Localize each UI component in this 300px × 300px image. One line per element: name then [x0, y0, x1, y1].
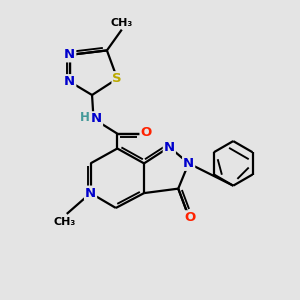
Text: O: O — [184, 211, 195, 224]
Text: N: N — [91, 112, 102, 125]
Text: S: S — [112, 72, 122, 85]
Text: CH₃: CH₃ — [111, 18, 133, 28]
Text: N: N — [85, 187, 96, 200]
Text: O: O — [140, 126, 152, 139]
Text: N: N — [64, 75, 75, 88]
Text: N: N — [64, 48, 75, 62]
Text: CH₃: CH₃ — [53, 217, 76, 227]
Text: N: N — [164, 140, 175, 154]
Text: N: N — [183, 157, 194, 170]
Text: H: H — [80, 111, 90, 124]
